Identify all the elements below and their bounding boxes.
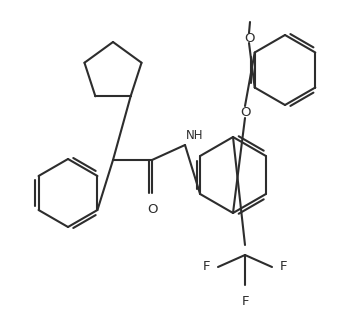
Text: O: O (244, 31, 254, 44)
Text: O: O (147, 203, 157, 216)
Text: NH: NH (186, 129, 204, 142)
Text: F: F (241, 295, 249, 308)
Text: F: F (280, 260, 287, 273)
Text: F: F (202, 260, 210, 273)
Text: O: O (240, 106, 250, 118)
